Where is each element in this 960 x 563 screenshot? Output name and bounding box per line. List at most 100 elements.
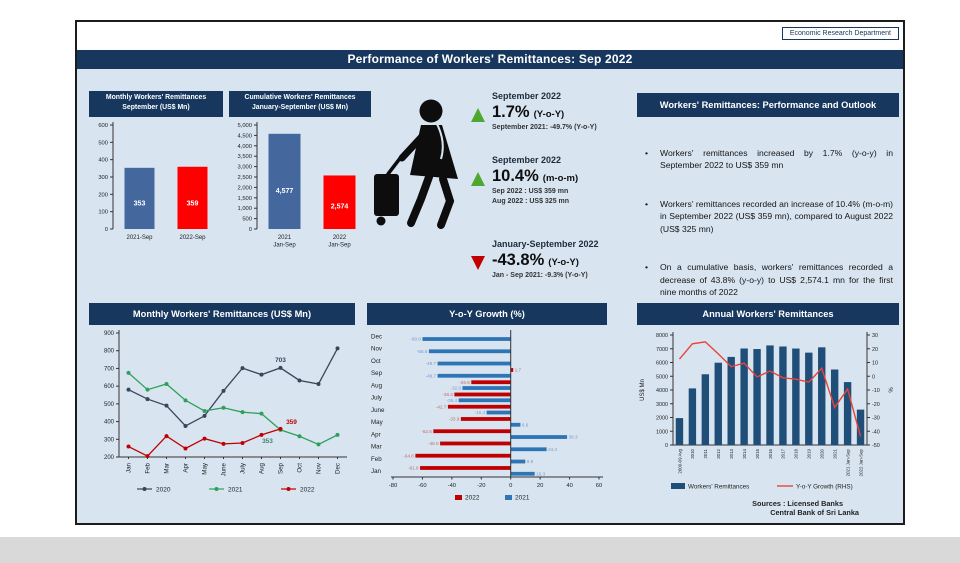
svg-text:Jan-Sep: Jan-Sep	[273, 243, 296, 249]
svg-text:-33.9: -33.9	[449, 417, 460, 422]
stat-period: January-September 2022	[492, 239, 599, 249]
slide-content: Monthly Workers' Remittances September (…	[77, 69, 903, 523]
bullet-marker: •	[645, 262, 649, 273]
svg-text:2022 Jan-Sep: 2022 Jan-Sep	[858, 448, 863, 476]
cumulative-bar-chart: 0 500 1,000 1,500 2,000 2,500 3,000 3,500 4,000 4…	[229, 117, 371, 255]
svg-text:359: 359	[187, 200, 199, 207]
svg-text:2,000: 2,000	[237, 185, 252, 191]
stat-mom-september: September 2022 10.4% (m-o-m) Sep 2022 : …	[469, 155, 647, 207]
svg-text:-80: -80	[389, 483, 397, 489]
svg-text:20: 20	[872, 347, 878, 353]
svg-text:900: 900	[104, 331, 115, 337]
svg-text:July: July	[371, 395, 383, 402]
svg-text:500: 500	[98, 140, 108, 146]
svg-text:2022: 2022	[465, 495, 480, 502]
svg-text:353: 353	[134, 201, 146, 208]
title-line-2: January-September (US$ Mn)	[251, 104, 349, 112]
outlook-bullet: • On a cumulative basis, workers' remitt…	[643, 261, 893, 298]
svg-text:2,574: 2,574	[331, 204, 349, 211]
svg-text:100: 100	[98, 210, 108, 216]
svg-text:Workers' Remittances: Workers' Remittances	[688, 484, 749, 491]
svg-text:-49.7: -49.7	[426, 361, 437, 366]
svg-text:2022: 2022	[300, 487, 315, 494]
svg-text:June: June	[371, 407, 385, 414]
stat-suffix: (Y-o-Y)	[548, 257, 579, 268]
annual-combo-chart: 0 1000 2000 3000 4000 5000 6000 7000 8000 -50 -40 -…	[637, 325, 899, 501]
svg-text:2019: 2019	[807, 448, 812, 458]
svg-text:2020: 2020	[820, 448, 825, 458]
down-triangle-icon	[471, 256, 485, 270]
key-stats: September 2022 1.7% (Y-o-Y) September 20…	[469, 69, 647, 523]
monthly-september-bar-chart: 0 100 200 300 400 500 600 353 2021-Sep 359 2022-Se…	[89, 117, 223, 247]
svg-text:-26.8: -26.8	[459, 380, 470, 385]
outlook-bullet: • Workers' remittances recorded an incre…	[643, 198, 893, 235]
svg-text:-61.6: -61.6	[408, 466, 419, 471]
stat-value: -43.8%	[492, 251, 545, 269]
monthly-september-chart-panel: Monthly Workers' Remittances September (…	[89, 91, 223, 247]
svg-text:0: 0	[872, 374, 875, 380]
svg-text:40: 40	[566, 483, 572, 489]
svg-text:Apr: Apr	[183, 463, 190, 473]
svg-text:2010: 2010	[690, 448, 695, 458]
monthly-september-chart-title: Monthly Workers' Remittances September (…	[89, 91, 223, 117]
svg-text:2,500: 2,500	[237, 175, 252, 181]
svg-text:2013: 2013	[729, 448, 734, 458]
svg-text:0: 0	[105, 227, 108, 233]
stat-value: 1.7%	[492, 103, 530, 121]
yoy-growth-chart-title: Y-o-Y Growth (%)	[367, 303, 607, 325]
svg-text:-40: -40	[872, 429, 880, 435]
svg-text:2000-09 Avg: 2000-09 Avg	[677, 448, 682, 473]
svg-text:300: 300	[98, 175, 108, 181]
svg-text:1.7: 1.7	[515, 368, 522, 373]
monthly-line-chart-panel: Monthly Workers' Remittances (US$ Mn) 20…	[89, 303, 355, 503]
svg-text:0: 0	[509, 483, 512, 489]
svg-text:16.3: 16.3	[536, 471, 545, 476]
svg-text:2011: 2011	[703, 448, 708, 458]
svg-text:%: %	[889, 387, 895, 393]
svg-text:2012: 2012	[716, 448, 721, 458]
svg-text:9.9: 9.9	[527, 459, 534, 464]
svg-text:5,000: 5,000	[237, 123, 252, 129]
svg-text:Nov: Nov	[316, 462, 323, 474]
outlook-bullet-list: • Workers' remittances increased by 1.7%…	[637, 133, 899, 299]
slide-top-strip: Economic Research Department	[77, 22, 903, 50]
svg-text:2014: 2014	[742, 448, 747, 458]
svg-text:Apr: Apr	[371, 431, 381, 438]
svg-text:Y-o-Y Growth (RHS): Y-o-Y Growth (RHS)	[796, 484, 853, 491]
svg-text:500: 500	[242, 217, 252, 223]
svg-text:2021-Sep: 2021-Sep	[126, 235, 153, 241]
department-label: Economic Research Department	[781, 27, 899, 40]
svg-text:Sep: Sep	[371, 370, 383, 377]
svg-text:Feb: Feb	[371, 456, 382, 463]
stat-period: September 2022	[492, 91, 562, 101]
svg-text:400: 400	[104, 420, 115, 426]
svg-text:4,577: 4,577	[276, 188, 294, 195]
svg-text:2021: 2021	[278, 235, 292, 241]
annual-chart-title: Annual Workers' Remittances	[637, 303, 899, 325]
svg-text:4,000: 4,000	[237, 144, 252, 150]
svg-text:353: 353	[262, 438, 273, 445]
svg-text:0: 0	[249, 227, 252, 233]
svg-text:US$ Mn: US$ Mn	[640, 379, 646, 401]
svg-text:-40: -40	[448, 483, 456, 489]
svg-text:-64.8: -64.8	[403, 453, 414, 458]
svg-text:24.4: 24.4	[548, 447, 557, 452]
svg-text:60: 60	[596, 483, 602, 489]
outlook-bullet-text: Workers' remittances recorded an increas…	[660, 198, 893, 234]
svg-text:May: May	[202, 462, 209, 475]
annual-remittances-chart-panel: Annual Workers' Remittances 0 1000 2000 300…	[637, 303, 899, 501]
title-line-1: Monthly Workers' Remittances	[105, 94, 207, 101]
svg-text:200: 200	[104, 455, 115, 461]
letterbox-strip	[0, 537, 960, 563]
svg-text:500: 500	[104, 402, 115, 408]
svg-text:359: 359	[286, 419, 297, 426]
svg-text:6.6: 6.6	[522, 422, 529, 427]
svg-text:Oct: Oct	[371, 358, 381, 365]
svg-text:June: June	[221, 462, 228, 476]
svg-text:July: July	[240, 462, 247, 474]
svg-text:4000: 4000	[656, 388, 668, 394]
svg-text:1,500: 1,500	[237, 196, 252, 202]
svg-text:600: 600	[104, 384, 115, 390]
svg-text:5000: 5000	[656, 374, 668, 380]
